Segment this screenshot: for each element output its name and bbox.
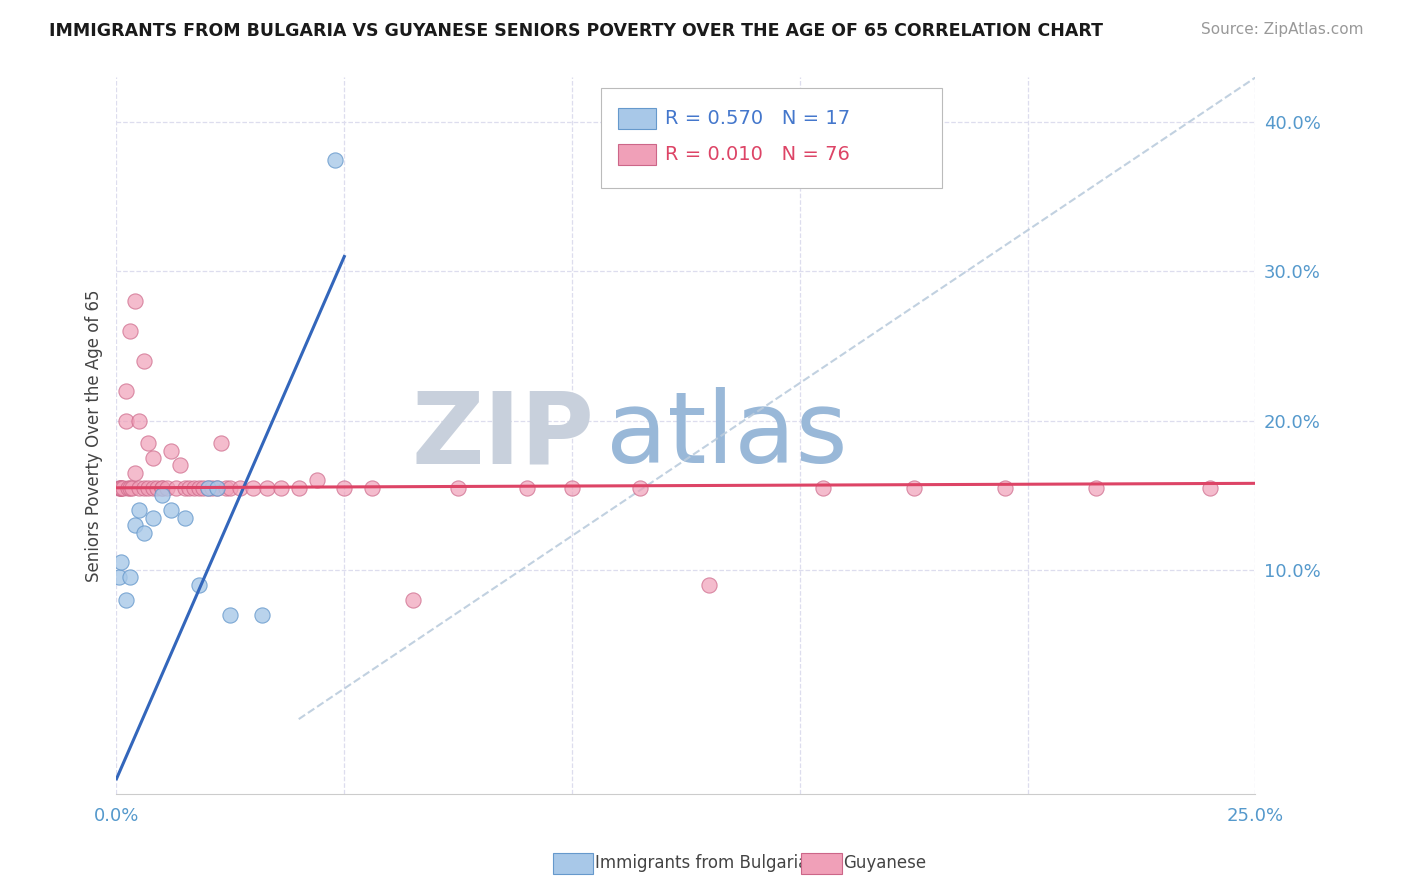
FancyBboxPatch shape <box>617 144 657 165</box>
Point <box>110 481 132 495</box>
Point <box>630 481 652 495</box>
Point <box>903 481 925 495</box>
Point <box>165 481 187 495</box>
Point <box>150 481 173 495</box>
Point <box>219 481 242 495</box>
Point <box>160 503 183 517</box>
Point <box>256 481 278 495</box>
Point <box>287 481 309 495</box>
Point <box>107 481 129 495</box>
Point <box>112 481 135 495</box>
Point <box>401 592 423 607</box>
Point <box>360 481 382 495</box>
Point <box>205 481 228 495</box>
Text: 0.0%: 0.0% <box>94 806 139 824</box>
Point <box>205 481 228 495</box>
Point <box>305 474 328 488</box>
Point <box>132 481 155 495</box>
Point <box>117 481 139 495</box>
FancyBboxPatch shape <box>617 108 657 129</box>
Text: IMMIGRANTS FROM BULGARIA VS GUYANESE SENIORS POVERTY OVER THE AGE OF 65 CORRELAT: IMMIGRANTS FROM BULGARIA VS GUYANESE SEN… <box>49 22 1104 40</box>
Point <box>124 294 146 309</box>
Point <box>142 481 165 495</box>
Y-axis label: Seniors Poverty Over the Age of 65: Seniors Poverty Over the Age of 65 <box>86 289 103 582</box>
Point <box>191 481 214 495</box>
Point <box>110 481 132 495</box>
Point <box>138 436 160 450</box>
Point <box>197 481 219 495</box>
Point <box>561 481 583 495</box>
Point <box>107 570 129 584</box>
Point <box>128 481 150 495</box>
Text: Guyanese: Guyanese <box>844 855 927 872</box>
Point <box>215 481 238 495</box>
Point <box>114 384 136 398</box>
Point <box>209 436 232 450</box>
Point <box>179 481 201 495</box>
Point <box>333 481 356 495</box>
Point <box>994 481 1017 495</box>
Point <box>173 481 195 495</box>
Point <box>270 481 292 495</box>
Point <box>142 510 165 524</box>
Point <box>219 607 242 622</box>
Point <box>811 481 834 495</box>
Text: Source: ZipAtlas.com: Source: ZipAtlas.com <box>1201 22 1364 37</box>
Point <box>121 481 143 495</box>
Point <box>150 481 173 495</box>
Point <box>187 481 209 495</box>
Point <box>132 525 155 540</box>
Point <box>132 354 155 368</box>
Point <box>252 607 274 622</box>
Point <box>142 450 165 465</box>
Text: atlas: atlas <box>606 387 848 484</box>
Point <box>114 414 136 428</box>
Point <box>197 481 219 495</box>
Point <box>120 324 142 338</box>
Point <box>228 481 250 495</box>
Point <box>124 466 146 480</box>
Point <box>187 578 209 592</box>
Point <box>515 481 537 495</box>
Point <box>110 556 132 570</box>
Text: R = 0.010   N = 76: R = 0.010 N = 76 <box>665 145 851 163</box>
Point <box>1085 481 1108 495</box>
Point <box>150 488 173 502</box>
Point <box>323 153 346 167</box>
Point <box>697 578 720 592</box>
FancyBboxPatch shape <box>600 88 942 188</box>
Point <box>169 458 191 473</box>
Text: 25.0%: 25.0% <box>1227 806 1284 824</box>
Point <box>201 481 224 495</box>
Point <box>138 481 160 495</box>
Text: R = 0.570   N = 17: R = 0.570 N = 17 <box>665 109 851 128</box>
Point <box>155 481 177 495</box>
Point <box>114 592 136 607</box>
Point <box>146 481 169 495</box>
Point <box>128 503 150 517</box>
Point <box>120 570 142 584</box>
Point <box>242 481 264 495</box>
Point <box>447 481 470 495</box>
Text: Immigrants from Bulgaria: Immigrants from Bulgaria <box>595 855 808 872</box>
Point <box>108 481 131 495</box>
Text: ZIP: ZIP <box>412 387 595 484</box>
Point <box>120 481 142 495</box>
Point <box>124 518 146 533</box>
Point <box>1199 481 1222 495</box>
Point <box>183 481 205 495</box>
Point <box>173 510 195 524</box>
Point <box>160 443 183 458</box>
Point <box>128 414 150 428</box>
